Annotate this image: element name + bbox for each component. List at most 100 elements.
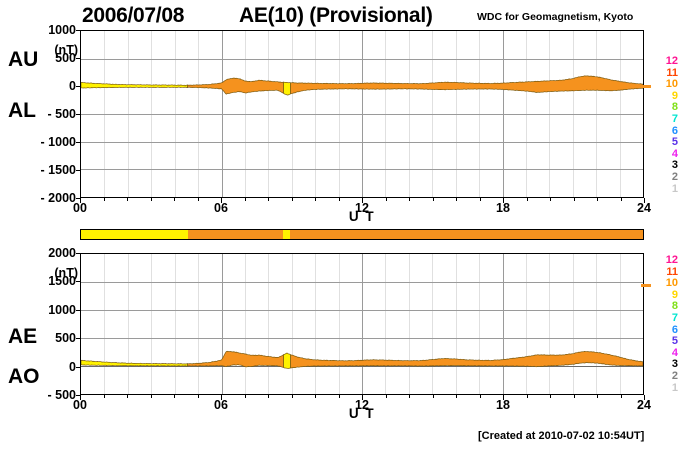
au-al-x-tick [597,198,598,201]
au-al-x-tick-label: 18 [496,201,510,215]
ae-ao-unit-label: (nT) [54,266,78,280]
ae-ao-x-tick [503,395,504,400]
legend-item-5: 5 [671,136,678,149]
ae-ao-x-tick [644,395,645,400]
page-title: AE(10) (Provisional) [239,4,433,27]
legend-item-2: 2 [671,369,678,382]
legend-item-6: 6 [671,323,678,336]
ae-ao-x-tick [527,395,528,398]
au-al-x-tick [456,198,457,201]
au-al-x-tick [386,198,387,201]
ae-ao-y-tick-label: 1500 [48,274,76,289]
legend-item-12: 12 [665,254,678,266]
legend-item-3: 3 [671,358,678,371]
au-al-x-tick-label: 24 [637,201,651,215]
au-al-x-tick [480,198,481,201]
ae-ao-y-tick [76,338,80,339]
au-al-y-tick-label: - 1500 [40,163,76,177]
legend-item-4: 4 [671,147,678,160]
au-al-x-tick [315,198,316,201]
ae-ao-y-tick [76,281,80,282]
au-al-x-tick [80,198,81,203]
au-al-x-tick [104,198,105,201]
ae-ao-x-tick [245,395,246,398]
au-al-x-tick [550,198,551,201]
al-label: AL [8,99,36,122]
ae-ao-x-tick [456,395,457,398]
ae-ao-x-tick-label: 18 [496,398,510,412]
ao-label: AO [8,365,40,388]
au-al-x-tick [644,198,645,203]
ae-ao-y-tick [76,310,80,311]
status-segment [282,230,290,239]
au-al-x-title: U T [348,209,376,224]
legend-item-2: 2 [671,170,678,183]
ae-ao-x-tick [362,395,363,400]
legend-item-7: 7 [671,112,678,125]
ae-ao-y-tick [76,253,80,254]
created-timestamp: [Created at 2010-07-02 10:54UT] [478,430,645,442]
ae-ao-x-tick-label: 00 [73,398,87,412]
ae-ao-y-tick [76,395,80,396]
au-al-y-tick [76,170,80,171]
au-al-y-tick-label: - 500 [47,107,77,121]
au-al-y-tick-label: - 1000 [40,135,76,149]
ae-ao-x-tick [409,395,410,398]
au-al-x-tick [362,198,363,203]
ae-ao-x-tick [151,395,152,398]
legend-item-8: 8 [671,101,678,114]
ae-ao-x-tick-label: 24 [637,398,651,412]
ae-ao-x-tick [550,395,551,398]
ae-ao-x-tick [386,395,387,398]
au-al-unit-label: (nT) [54,43,78,57]
ae-ao-plot-svg [81,254,643,394]
legend-item-6: 6 [671,124,678,137]
legend-marker-bottom [641,284,651,287]
legend-item-4: 4 [671,346,678,359]
ae-label: AE [8,325,38,348]
legend-item-5: 5 [671,335,678,348]
status-segment [187,230,283,239]
ae-ao-y-tick-label: 0 [69,359,76,374]
ae-ao-x-tick [127,395,128,398]
ae-ao-x-tick [268,395,269,398]
ae-ao-y-tick-label: - 500 [47,388,77,402]
au-al-x-tick [433,198,434,201]
legend-marker-top [641,85,651,88]
ae-ao-x-tick [433,395,434,398]
au-al-x-tick [268,198,269,201]
ae-ao-x-tick [221,395,222,400]
au-al-chart-panel [80,30,644,198]
ae-ao-x-tick [80,395,81,400]
au-al-y-tick [76,114,80,115]
au-al-y-tick-label: 500 [55,51,76,65]
ae-ao-y-tick [76,367,80,368]
au-al-x-tick [527,198,528,201]
ae-ao-x-tick [339,395,340,398]
legend-item-8: 8 [671,300,678,313]
au-al-x-tick [127,198,128,201]
au-al-x-tick [292,198,293,201]
ae-ao-y-tick-label: 2000 [48,246,76,260]
au-al-x-tick [621,198,622,201]
ae-ao-x-tick [292,395,293,398]
legend-item-9: 9 [671,288,678,301]
legend-item-3: 3 [671,159,678,172]
legend-item-1: 1 [671,182,678,195]
status-segment [81,230,188,239]
au-al-x-tick-label: 12 [355,201,369,215]
ae-ao-x-tick-label: 12 [355,398,369,412]
ae-ao-x-tick [104,395,105,398]
ae-ao-x-tick [480,395,481,398]
au-al-y-tick [76,142,80,143]
au-al-x-tick [339,198,340,201]
credit-text: WDC for Geomagnetism, Kyoto [477,11,634,23]
au-al-x-tick [151,198,152,201]
ae-ao-x-tick [315,395,316,398]
ae-ao-x-tick [597,395,598,398]
ae-ao-y-tick-label: 1000 [48,302,76,317]
au-al-y-tick-label: 1000 [48,23,76,37]
legend-item-10: 10 [665,277,678,290]
legend-bottom: 12 11 10 9 8 7 6 5 4 3 2 1 [652,254,678,394]
